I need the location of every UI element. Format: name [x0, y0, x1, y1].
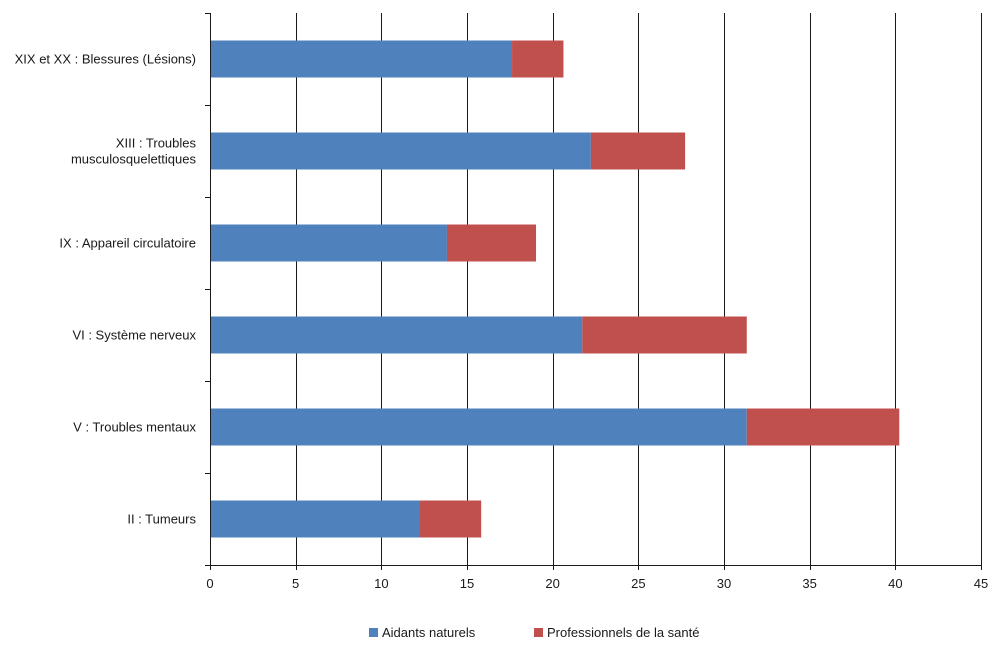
- legend-label-professionnels-de-la-sante: Professionnels de la santé: [547, 625, 699, 640]
- bar-professionnels-de-la-sante-ii-tumeurs: [419, 500, 482, 538]
- x-tick-label-15: 15: [460, 576, 474, 591]
- x-tick-label-5: 5: [292, 576, 299, 591]
- x-tick-label-20: 20: [545, 576, 559, 591]
- x-tick-labels: 0 5 10 15 20 25 30 35 40 45: [206, 576, 988, 591]
- category-label-ii-tumeurs: II : Tumeurs: [127, 512, 196, 527]
- bar-aidants-naturels-ix-appareil-circulatoire: [210, 224, 447, 262]
- category-label-vi-systeme-nerveux: VI : Système nerveux: [72, 328, 196, 343]
- bar-aidants-naturels-v-troubles-mentaux: [210, 408, 747, 446]
- bar-professionnels-de-la-sante-v-troubles-mentaux: [746, 408, 900, 446]
- bars: [210, 40, 900, 538]
- bar-professionnels-de-la-sante-xix-et-xx-blessures-lesions: [512, 40, 564, 78]
- bar-aidants-naturels-xix-et-xx-blessures-lesions: [210, 40, 513, 78]
- x-tick-label-10: 10: [374, 576, 388, 591]
- x-tick-label-25: 25: [631, 576, 645, 591]
- bar-professionnels-de-la-sante-ix-appareil-circulatoire: [446, 224, 537, 262]
- category-label-xix-et-xx-blessures-lesions: XIX et XX : Blessures (Lésions): [15, 52, 196, 67]
- bar-aidants-naturels-vi-systeme-nerveux: [210, 316, 583, 354]
- bar-aidants-naturels-ii-tumeurs: [210, 500, 420, 538]
- x-tick-label-0: 0: [206, 576, 213, 591]
- legend-label-aidants-naturels: Aidants naturels: [382, 625, 476, 640]
- category-label-xiii-troubles-musculosquelettiques: XIII : Troubles musculosquelettiques: [71, 136, 197, 167]
- bar-aidants-naturels-xiii-troubles-musculosquelettiques: [210, 132, 591, 170]
- axes: [205, 13, 982, 570]
- legend-swatch-professionnels-de-la-sante: [534, 628, 543, 637]
- gridlines: [296, 13, 982, 565]
- category-labels: XIX et XX : Blessures (Lésions) XIII : Tr…: [15, 52, 197, 527]
- legend: Aidants naturels Professionnels de la sa…: [369, 625, 699, 640]
- x-tick-label-30: 30: [717, 576, 731, 591]
- bar-professionnels-de-la-sante-vi-systeme-nerveux: [582, 316, 747, 354]
- bar-professionnels-de-la-sante-xiii-troubles-musculosquelettiques: [590, 132, 686, 170]
- category-label-v-troubles-mentaux: V : Troubles mentaux: [73, 420, 196, 435]
- legend-swatch-aidants-naturels: [369, 628, 378, 637]
- x-tick-label-35: 35: [802, 576, 816, 591]
- x-tick-label-45: 45: [974, 576, 988, 591]
- x-tick-label-40: 40: [888, 576, 902, 591]
- category-label-ix-appareil-circulatoire: IX : Appareil circulatoire: [59, 236, 196, 251]
